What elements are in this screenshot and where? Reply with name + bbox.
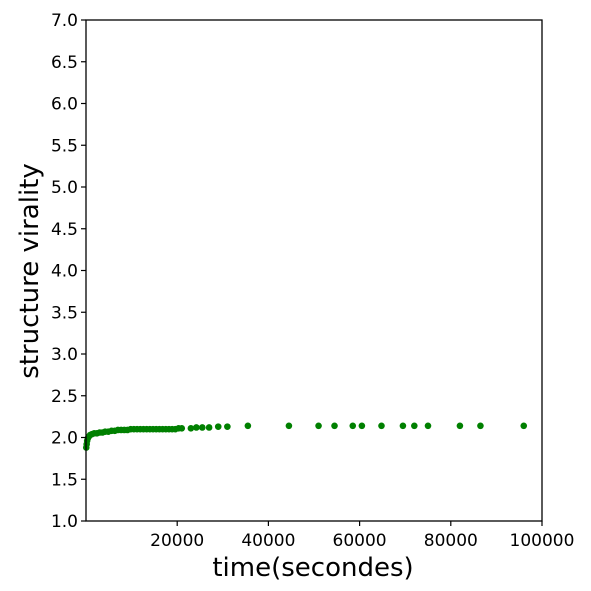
data-point <box>224 423 231 430</box>
y-tick-label: 4.5 <box>51 220 78 240</box>
data-point <box>285 422 293 430</box>
data-point <box>411 422 418 430</box>
data-point <box>378 422 385 430</box>
data-point <box>187 425 195 432</box>
y-tick-label: 3.0 <box>51 345 78 365</box>
x-axis-title: time(secondes) <box>212 553 413 583</box>
x-tick-label: 60000 <box>333 531 387 551</box>
y-tick-label: 5.5 <box>51 136 78 156</box>
data-point <box>424 422 432 430</box>
y-tick-label: 1.0 <box>51 512 78 532</box>
y-tick-label: 4.0 <box>51 262 78 282</box>
data-point <box>214 423 222 430</box>
x-axis: 20000 40000 60000 80000 100000 <box>150 521 574 551</box>
data-point <box>477 422 484 430</box>
y-tick-label: 6.5 <box>51 53 78 73</box>
data-point <box>331 422 338 430</box>
x-tick-label: 100000 <box>510 531 575 551</box>
data-point <box>193 424 200 431</box>
y-tick-label: 7.0 <box>51 11 78 31</box>
y-tick-label: 1.5 <box>51 470 78 490</box>
y-axis: 1.0 1.5 2.0 2.5 3.0 3.5 4.0 4.5 5.0 5.5 6.0 6.5 7.0 <box>51 11 86 532</box>
plot-frame <box>85 19 543 522</box>
data-point <box>456 422 464 430</box>
data-point <box>178 425 186 432</box>
x-tick-label: 20000 <box>150 531 204 551</box>
y-tick-label: 2.5 <box>51 387 78 407</box>
data-point <box>358 422 366 430</box>
data-point <box>349 422 357 430</box>
data-point <box>399 422 407 430</box>
y-tick-label: 5.0 <box>51 178 78 198</box>
y-tick-label: 2.0 <box>51 429 78 449</box>
data-points <box>82 422 528 451</box>
x-tick-label: 40000 <box>241 531 295 551</box>
x-tick-label: 80000 <box>424 531 478 551</box>
data-point <box>198 424 206 431</box>
data-point <box>205 424 213 431</box>
y-axis-title: structure virality <box>15 163 45 379</box>
data-point <box>520 422 528 430</box>
y-tick-label: 3.5 <box>51 303 78 323</box>
y-tick-label: 6.0 <box>51 95 78 115</box>
data-point <box>315 422 322 430</box>
data-point <box>244 422 252 430</box>
